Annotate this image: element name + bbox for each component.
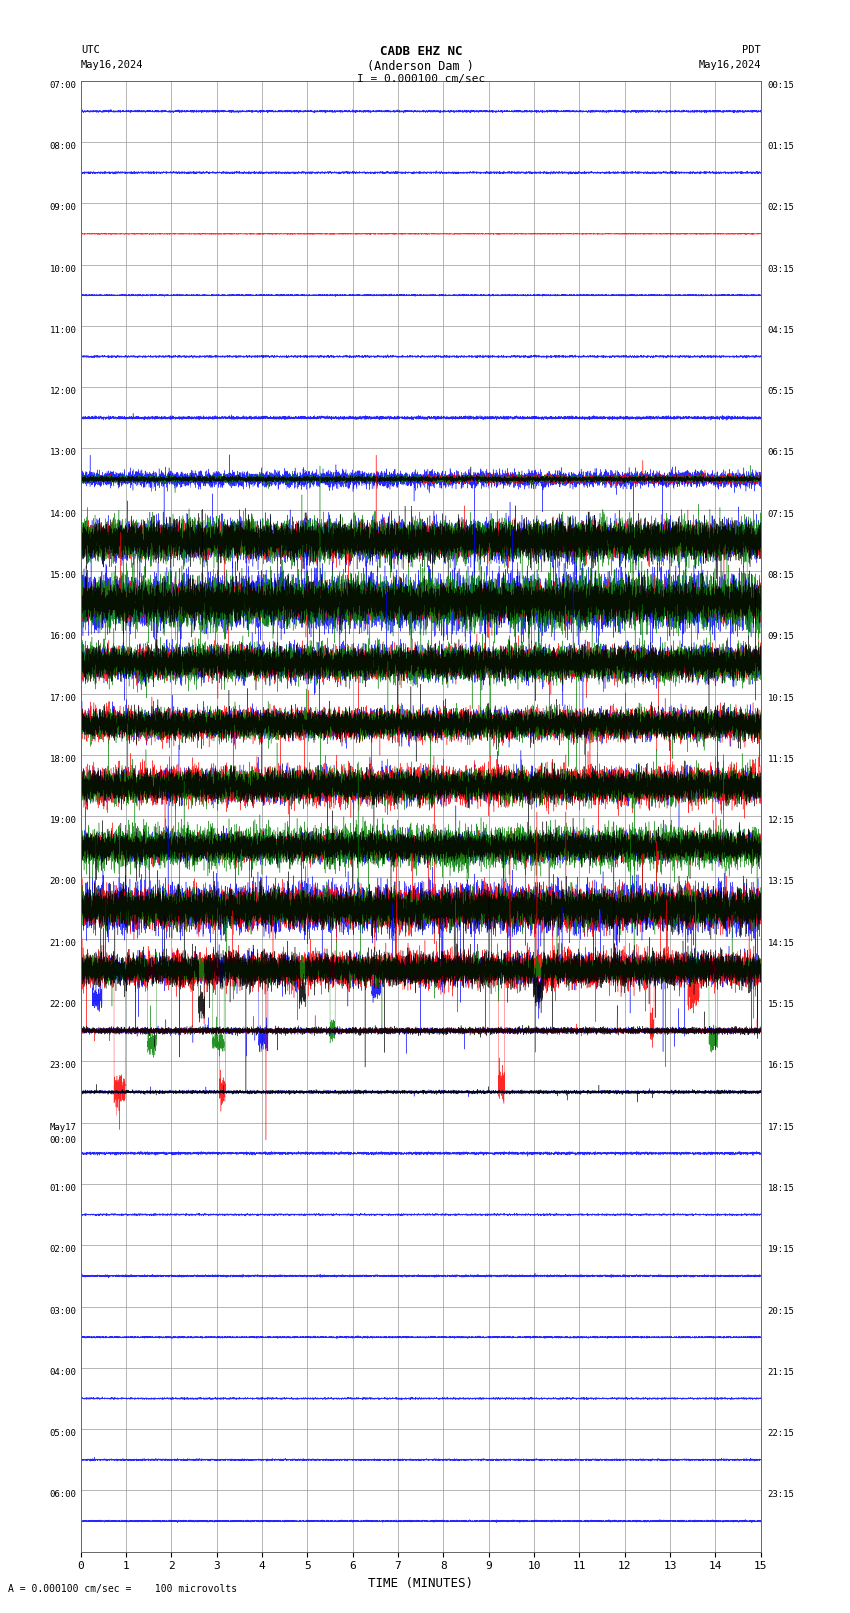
Text: 05:00: 05:00 <box>49 1429 76 1439</box>
Text: (Anderson Dam ): (Anderson Dam ) <box>367 60 474 73</box>
Text: 22:15: 22:15 <box>768 1429 795 1439</box>
Text: 06:15: 06:15 <box>768 448 795 458</box>
Text: 09:15: 09:15 <box>768 632 795 642</box>
Text: 02:15: 02:15 <box>768 203 795 213</box>
Text: A = 0.000100 cm/sec =    100 microvolts: A = 0.000100 cm/sec = 100 microvolts <box>8 1584 238 1594</box>
Text: 05:15: 05:15 <box>768 387 795 397</box>
Text: 23:15: 23:15 <box>768 1490 795 1500</box>
Text: 12:15: 12:15 <box>768 816 795 826</box>
Text: 19:15: 19:15 <box>768 1245 795 1255</box>
Text: 17:15: 17:15 <box>768 1123 795 1132</box>
Text: 13:00: 13:00 <box>49 448 76 458</box>
Text: PDT: PDT <box>742 45 761 55</box>
Text: 07:00: 07:00 <box>49 81 76 90</box>
Text: May17: May17 <box>49 1123 76 1132</box>
Text: 22:00: 22:00 <box>49 1000 76 1010</box>
Text: 07:15: 07:15 <box>768 510 795 519</box>
Text: I = 0.000100 cm/sec: I = 0.000100 cm/sec <box>357 74 484 84</box>
Text: 11:15: 11:15 <box>768 755 795 765</box>
Text: 16:15: 16:15 <box>768 1061 795 1071</box>
Text: 18:00: 18:00 <box>49 755 76 765</box>
Text: 04:00: 04:00 <box>49 1368 76 1378</box>
Text: 16:00: 16:00 <box>49 632 76 642</box>
Text: 10:15: 10:15 <box>768 694 795 703</box>
Text: 18:15: 18:15 <box>768 1184 795 1194</box>
Text: 10:00: 10:00 <box>49 265 76 274</box>
Text: 00:00: 00:00 <box>49 1136 76 1145</box>
Text: 04:15: 04:15 <box>768 326 795 336</box>
Text: 06:00: 06:00 <box>49 1490 76 1500</box>
Text: 01:00: 01:00 <box>49 1184 76 1194</box>
Text: 03:15: 03:15 <box>768 265 795 274</box>
Text: 17:00: 17:00 <box>49 694 76 703</box>
Text: 11:00: 11:00 <box>49 326 76 336</box>
Text: UTC: UTC <box>81 45 99 55</box>
Text: CADB EHZ NC: CADB EHZ NC <box>379 45 462 58</box>
Text: May16,2024: May16,2024 <box>698 60 761 69</box>
Text: 14:15: 14:15 <box>768 939 795 948</box>
Text: 02:00: 02:00 <box>49 1245 76 1255</box>
Text: 15:15: 15:15 <box>768 1000 795 1010</box>
Text: 20:15: 20:15 <box>768 1307 795 1316</box>
Text: 14:00: 14:00 <box>49 510 76 519</box>
Text: 08:15: 08:15 <box>768 571 795 581</box>
Text: 12:00: 12:00 <box>49 387 76 397</box>
Text: 09:00: 09:00 <box>49 203 76 213</box>
Text: 19:00: 19:00 <box>49 816 76 826</box>
X-axis label: TIME (MINUTES): TIME (MINUTES) <box>368 1578 473 1590</box>
Text: 15:00: 15:00 <box>49 571 76 581</box>
Text: May16,2024: May16,2024 <box>81 60 144 69</box>
Text: 00:15: 00:15 <box>768 81 795 90</box>
Text: 08:00: 08:00 <box>49 142 76 152</box>
Text: 21:00: 21:00 <box>49 939 76 948</box>
Text: 01:15: 01:15 <box>768 142 795 152</box>
Text: 23:00: 23:00 <box>49 1061 76 1071</box>
Text: 13:15: 13:15 <box>768 877 795 887</box>
Text: 20:00: 20:00 <box>49 877 76 887</box>
Text: 21:15: 21:15 <box>768 1368 795 1378</box>
Text: 03:00: 03:00 <box>49 1307 76 1316</box>
